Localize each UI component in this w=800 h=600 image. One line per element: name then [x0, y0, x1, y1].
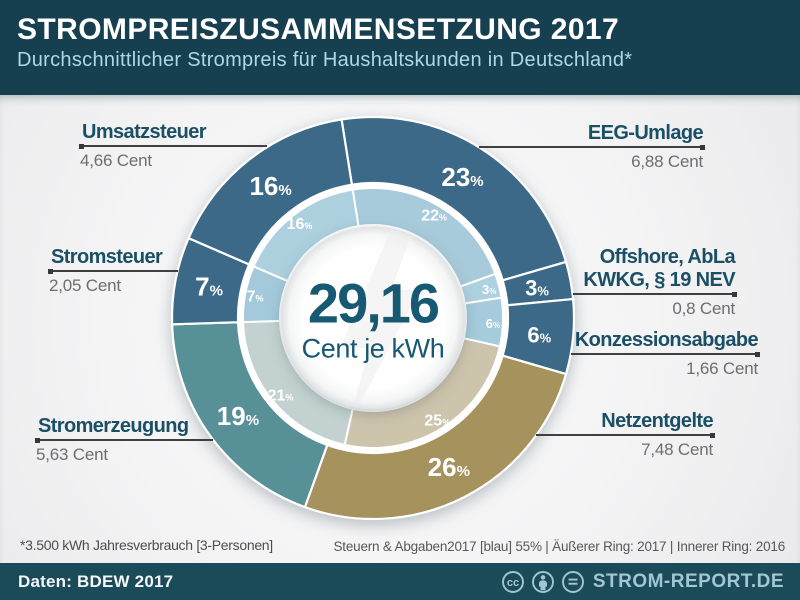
callout-umsatzsteuer: Umsatzsteuer 4,66 Cent: [79, 121, 267, 171]
total-price: 29,16: [307, 271, 440, 335]
callout-value: 4,66 Cent: [80, 151, 152, 170]
callout-offshore-kwkg: Offshore, AbLa KWKG, § 19 NEV 0,8 Cent: [573, 246, 737, 319]
callout-value: 0,8 Cent: [672, 299, 735, 318]
brand-block: cc STROM-REPORT.DE: [501, 570, 784, 594]
callout-title: Umsatzsteuer: [82, 121, 207, 143]
leader-line: [479, 144, 705, 150]
pct-label-2016-eeg-umlage: 22%: [421, 208, 447, 225]
page-subtitle: Durchschnittlicher Strompreis für Hausha…: [17, 49, 633, 71]
attribution-icon: [531, 570, 554, 593]
inner-ring-2016: [242, 187, 504, 449]
donut-center-label: 29,16 Cent je kWh: [301, 271, 445, 365]
callout-konzessionsabgabe: Konzessionsabgabe 1,66 Cent: [571, 329, 760, 379]
no-derivatives-icon: [561, 570, 584, 593]
callout-title: Konzessionsabgabe: [574, 329, 759, 351]
lightning-watermark-icon: [340, 228, 420, 408]
leader-line: [573, 291, 737, 297]
outer-ring-2017: [170, 115, 576, 521]
data-source: Daten: BDEW 2017: [18, 571, 174, 591]
leader-line: [571, 351, 760, 357]
callout-value: 7,48 Cent: [641, 440, 713, 459]
pct-label-2016-stromerzeugung: 21%: [268, 388, 294, 405]
callout-title: Stromerzeugung: [38, 415, 189, 437]
pct-label-2017-konzessionsabgabe: 6%: [527, 323, 551, 348]
callout-value: 2,05 Cent: [49, 276, 121, 295]
leader-line: [48, 268, 178, 274]
pct-label-2016-stromsteuer: 7%: [247, 289, 264, 306]
callout-title-line2: KWKG, § 19 NEV: [583, 269, 735, 291]
license-icons: cc: [501, 570, 584, 593]
callout-title-line1: Offshore, AbLa: [599, 246, 736, 268]
pct-label-2016-netzentgelte: 25%: [424, 412, 450, 429]
callout-eeg-umlage: EEG-Umlage 6,88 Cent: [479, 122, 705, 172]
callout-stromerzeugung: Stromerzeugung 5,63 Cent: [35, 415, 213, 465]
callout-value: 1,66 Cent: [686, 359, 758, 378]
total-price-unit: Cent je kWh: [301, 333, 445, 364]
pct-label-2017-offshore-kwkg: 3%: [525, 276, 549, 301]
leader-line: [536, 432, 715, 438]
callout-value: 6,88 Cent: [631, 152, 703, 171]
svg-text:cc: cc: [507, 577, 519, 589]
cc-icon: cc: [501, 570, 524, 593]
callout-title: EEG-Umlage: [587, 122, 704, 144]
leader-line: [35, 437, 213, 443]
footnote: *3.500 kWh Jahresverbrauch [3-Personen]: [20, 537, 273, 553]
pct-label-2016-umsatzsteuer: 16%: [287, 216, 313, 233]
brand-logo: STROM-REPORT.DE: [592, 570, 784, 592]
callout-value: 5,63 Cent: [36, 445, 108, 464]
ring-legend-note: Steuern & Abgaben2017 [blau] 55% | Äußer…: [333, 539, 785, 554]
leader-line: [79, 143, 267, 149]
callout-stromsteuer: Stromsteuer 2,05 Cent: [48, 246, 178, 296]
callout-title: Stromsteuer: [51, 246, 163, 268]
header: STROMPREISZUSAMMENSETZUNG 2017 Durchschn…: [0, 0, 800, 95]
page-title: STROMPREISZUSAMMENSETZUNG 2017: [17, 13, 620, 46]
footer: Daten: BDEW 2017 cc STROM-REPORT.D: [0, 563, 800, 600]
callout-title: Netzentgelte: [601, 410, 713, 432]
donut-segment-2016-umsatzsteuer: [252, 188, 360, 283]
callout-netzentgelte: Netzentgelte 7,48 Cent: [536, 410, 715, 460]
